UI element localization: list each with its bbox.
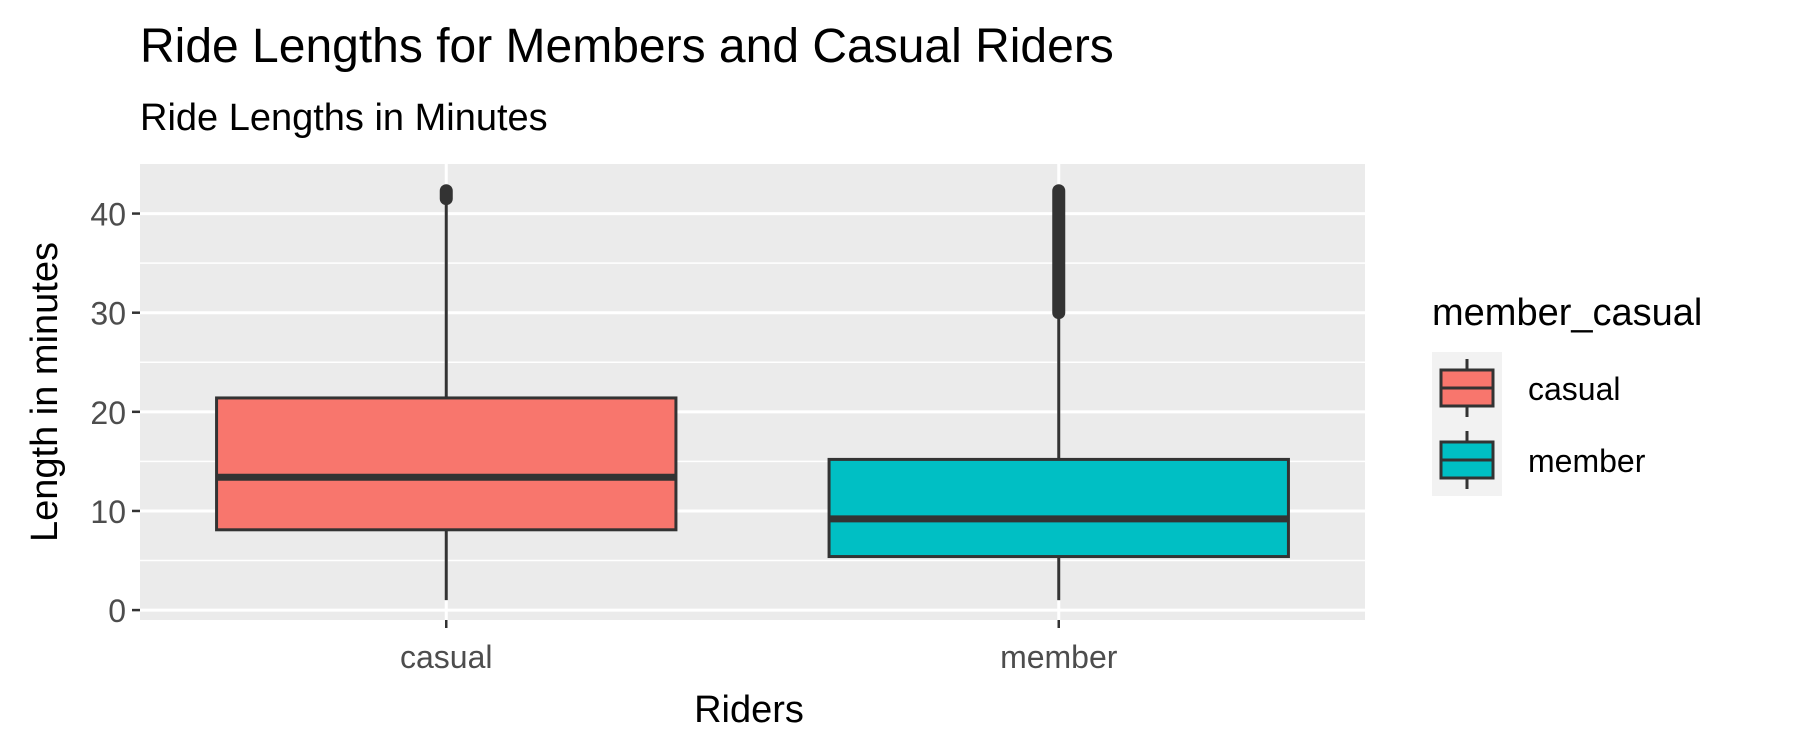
y-tick-label: 0 [108,593,126,629]
box-casual [215,184,678,601]
legend-label-member: member [1528,443,1646,479]
y-tick-label: 20 [90,395,126,431]
x-tick-label: member [1000,639,1118,675]
plot-panel: 0 10 20 30 40 casual member [90,164,1365,675]
legend-title: member_casual [1432,292,1702,334]
iqr-box [827,457,1290,559]
iqr-box [215,396,678,532]
y-tick-label: 40 [90,197,126,233]
y-tick-label: 10 [90,494,126,530]
chart-subtitle: Ride Lengths in Minutes [140,97,548,139]
y-axis-label: Length in minutes [24,242,66,542]
x-axis-label: Riders [694,689,804,731]
chart-title: Ride Lengths for Members and Casual Ride… [140,20,1114,73]
x-tick-label: casual [400,639,493,675]
legend-label-casual: casual [1528,371,1621,407]
y-tick-label: 30 [90,296,126,332]
legend: casual member [1432,352,1646,496]
box-member [827,184,1290,601]
